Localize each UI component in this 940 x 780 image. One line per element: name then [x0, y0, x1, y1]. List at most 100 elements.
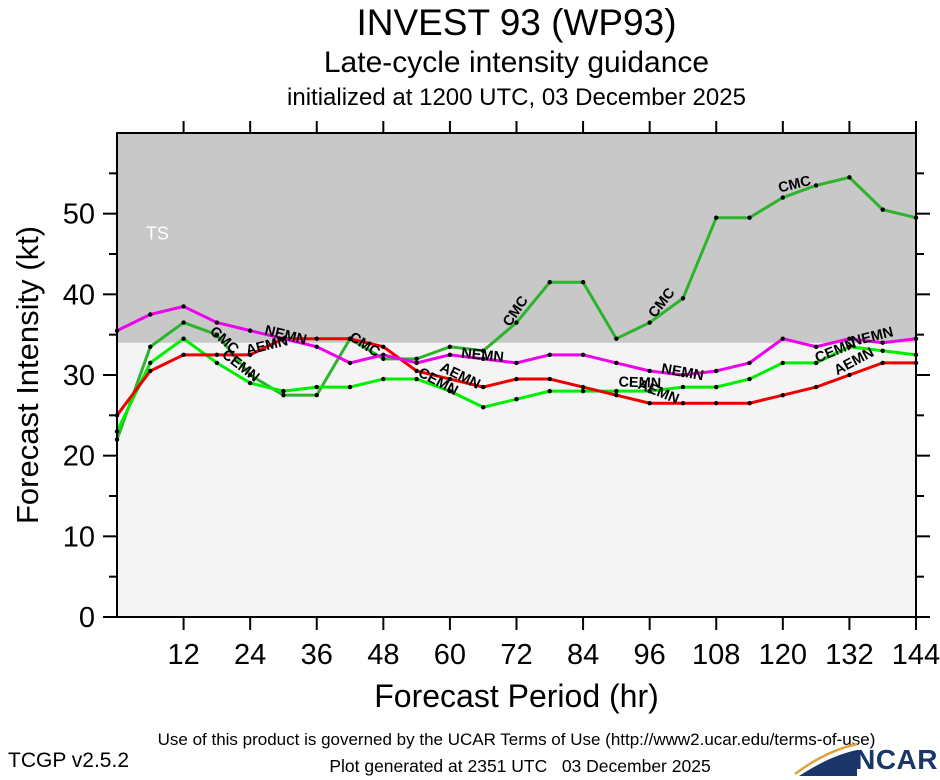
- data-point-AEMN-72: [514, 376, 519, 382]
- data-point-CEMN-24: [247, 380, 253, 386]
- data-point-CEMN-6: [148, 360, 153, 366]
- y-tick-label-40: 40: [63, 279, 95, 311]
- x-tick-label-132: 132: [825, 639, 873, 671]
- data-point-AEMN-60: [447, 376, 453, 382]
- data-point-CMC-6: [148, 344, 153, 349]
- data-point-CMC-138: [880, 207, 885, 212]
- data-point-AEMN-54: [414, 368, 419, 374]
- y-tick-label-20: 20: [63, 441, 95, 473]
- data-point-CEMN-54: [414, 376, 419, 382]
- data-point-NEMN-6: [148, 312, 153, 317]
- data-point-AEMN-84: [580, 384, 586, 390]
- data-point-CEMN-90: [614, 388, 619, 394]
- data-point-AEMN-18: [214, 352, 220, 358]
- y-axis-label: Forecast Intensity (kt): [10, 225, 45, 525]
- x-tick-label-12: 12: [167, 639, 199, 671]
- data-point-CMC-54: [414, 356, 419, 362]
- data-point-CMC-66: [481, 348, 486, 353]
- data-point-CEMN-78: [547, 388, 552, 394]
- data-point-AEMN-126: [813, 384, 819, 390]
- data-point-CMC-12: [181, 320, 186, 325]
- data-point-NEMN-138: [880, 340, 885, 345]
- data-point-AEMN-6: [148, 368, 153, 374]
- data-point-NEMN-72: [514, 360, 519, 366]
- data-point-NEMN-132: [847, 336, 852, 341]
- generated-timestamp-text: Plot generated at 2351 UTC 03 December 2…: [329, 756, 711, 776]
- data-point-CEMN-60: [447, 388, 453, 394]
- data-point-AEMN-132: [847, 372, 852, 378]
- line-label-NEMN: NEMN: [660, 361, 705, 384]
- data-point-NEMN-24: [247, 328, 253, 333]
- data-point-CMC-90: [614, 336, 619, 341]
- data-point-CEMN-138: [880, 348, 885, 353]
- data-point-NEMN-54: [414, 360, 419, 366]
- data-point-AEMN-66: [481, 384, 486, 390]
- y-tick-label-30: 30: [63, 360, 95, 392]
- x-tick-label-108: 108: [692, 639, 740, 671]
- x-tick-label-24: 24: [234, 639, 266, 671]
- data-point-NEMN-102: [680, 372, 686, 378]
- data-point-CEMN-114: [747, 376, 752, 382]
- data-point-NEMN-114: [747, 360, 752, 366]
- data-point-CEMN-84: [580, 388, 586, 394]
- ncar-logo-text: NCAR: [855, 744, 938, 775]
- data-point-NEMN-18: [214, 320, 220, 325]
- x-tick-label-120: 120: [759, 639, 807, 671]
- data-point-AEMN-36: [314, 336, 319, 341]
- data-point-NEMN-60: [447, 352, 453, 358]
- data-point-AEMN-108: [714, 401, 719, 406]
- tcgp-version-text: TCGP v2.5.2: [8, 749, 129, 772]
- x-tick-label-84: 84: [567, 639, 599, 671]
- data-point-CEMN-96: [647, 388, 652, 394]
- data-point-AEMN-12: [181, 352, 186, 358]
- data-point-CEMN-42: [347, 384, 353, 390]
- data-point-CMC-114: [747, 215, 752, 220]
- data-point-NEMN-48: [381, 352, 386, 358]
- data-point-CMC-48: [381, 356, 386, 362]
- data-point-CEMN-132: [847, 344, 852, 349]
- y-tick-label-0: 0: [79, 602, 95, 634]
- x-axis-label: Forecast Period (hr): [374, 678, 659, 714]
- data-point-CEMN-18: [214, 360, 220, 366]
- data-point-NEMN-90: [614, 360, 619, 366]
- data-point-AEMN-102: [680, 401, 686, 406]
- data-point-CEMN-102: [680, 384, 686, 390]
- data-point-NEMN-84: [580, 352, 586, 358]
- terms-of-use-text: Use of this product is governed by the U…: [157, 730, 876, 749]
- data-point-CMC-102: [680, 296, 686, 301]
- data-point-CMC-108: [714, 215, 719, 220]
- data-point-CEMN-120: [780, 360, 786, 366]
- data-point-CEMN-12: [181, 336, 186, 341]
- x-tick-label-36: 36: [301, 639, 333, 671]
- data-point-AEMN-114: [747, 401, 752, 406]
- data-point-CMC-36: [314, 392, 319, 398]
- data-point-AEMN-48: [381, 344, 386, 349]
- data-point-NEMN-42: [347, 360, 353, 366]
- data-point-CMC-126: [813, 183, 819, 188]
- data-point-CMC-60: [447, 344, 453, 349]
- line-label-NEMN: NEMN: [460, 346, 504, 366]
- page-subtitle: Late-cycle intensity guidance: [323, 46, 710, 79]
- data-point-NEMN-36: [314, 344, 319, 349]
- data-point-CMC-72: [514, 320, 519, 325]
- data-point-NEMN-108: [714, 368, 719, 374]
- data-point-CMC-120: [780, 195, 786, 200]
- x-tick-label-144: 144: [892, 639, 940, 671]
- data-point-CEMN-72: [514, 397, 519, 402]
- data-point-NEMN-96: [647, 368, 652, 374]
- data-point-NEMN-78: [547, 352, 552, 358]
- x-tick-label-96: 96: [634, 639, 666, 671]
- ts-band-label: TS: [146, 223, 169, 243]
- data-point-AEMN-24: [247, 352, 253, 358]
- data-point-AEMN-90: [614, 392, 619, 398]
- init-time-line: initialized at 1200 UTC, 03 December 202…: [287, 84, 746, 111]
- data-point-CEMN-30: [281, 388, 286, 394]
- data-point-CMC-30: [281, 392, 286, 398]
- data-point-AEMN-96: [647, 401, 652, 406]
- data-point-CMC-84: [580, 280, 586, 285]
- data-point-CEMN-126: [813, 360, 819, 366]
- data-point-AEMN-138: [880, 360, 885, 366]
- data-point-CEMN-66: [481, 405, 486, 410]
